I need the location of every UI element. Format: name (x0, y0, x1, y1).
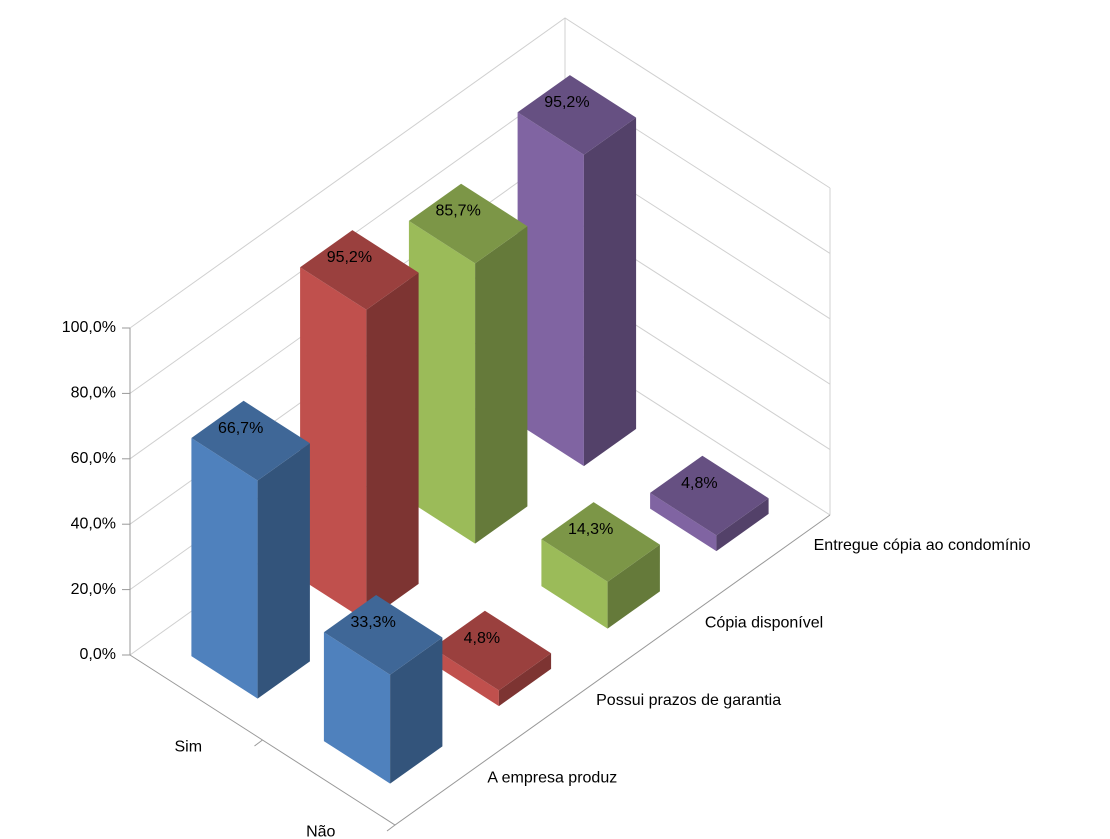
bar-top (432, 610, 552, 691)
series-label: A empresa produz (487, 769, 617, 786)
bar-front (432, 647, 499, 707)
bar-front (191, 438, 258, 699)
bar-front (300, 267, 367, 622)
value-label: 4,8% (464, 630, 500, 647)
bar-side (475, 226, 528, 544)
bar-side (583, 117, 637, 467)
bar-side (257, 443, 310, 699)
bar-top (408, 183, 528, 264)
bar-front (541, 539, 608, 629)
y-tick-label: 40,0% (71, 515, 116, 532)
value-label: 66,7% (218, 420, 263, 437)
bar-side (390, 637, 443, 784)
series-label: Possui prazos de garantia (596, 692, 781, 709)
y-tick-label: 60,0% (71, 450, 116, 467)
x-tick-label: Não (306, 824, 335, 839)
bar-top (323, 595, 443, 675)
bar-top (191, 400, 310, 481)
y-tick-label: 80,0% (71, 385, 116, 402)
series-label: Cópia disponível (705, 614, 823, 631)
bar-side (498, 653, 552, 707)
value-label: 33,3% (350, 614, 395, 631)
bar-front (323, 632, 391, 784)
bar-side (366, 272, 419, 622)
value-label: 14,3% (568, 521, 613, 538)
series-label: Entregue cópia ao condomínio (814, 537, 1031, 554)
bar-front (650, 492, 717, 552)
bar-front (517, 112, 584, 467)
bar-top (517, 75, 637, 155)
value-label: 95,2% (544, 94, 589, 111)
value-label: 85,7% (435, 203, 480, 220)
y-tick-label: 100,0% (62, 319, 116, 336)
x-tick-label: Sim (174, 739, 202, 756)
value-label: 95,2% (327, 249, 372, 266)
bar-top (541, 502, 660, 582)
bar-top (650, 455, 769, 536)
value-label: 4,8% (681, 475, 717, 492)
bar-side (716, 498, 769, 552)
x-tick (254, 739, 263, 747)
y-tick-label: 20,0% (71, 581, 116, 598)
y-tick-label: 0,0% (80, 646, 116, 663)
bar-side (607, 544, 660, 629)
bar-front (408, 220, 476, 544)
x-tick (386, 824, 396, 832)
bar-top (300, 230, 419, 310)
